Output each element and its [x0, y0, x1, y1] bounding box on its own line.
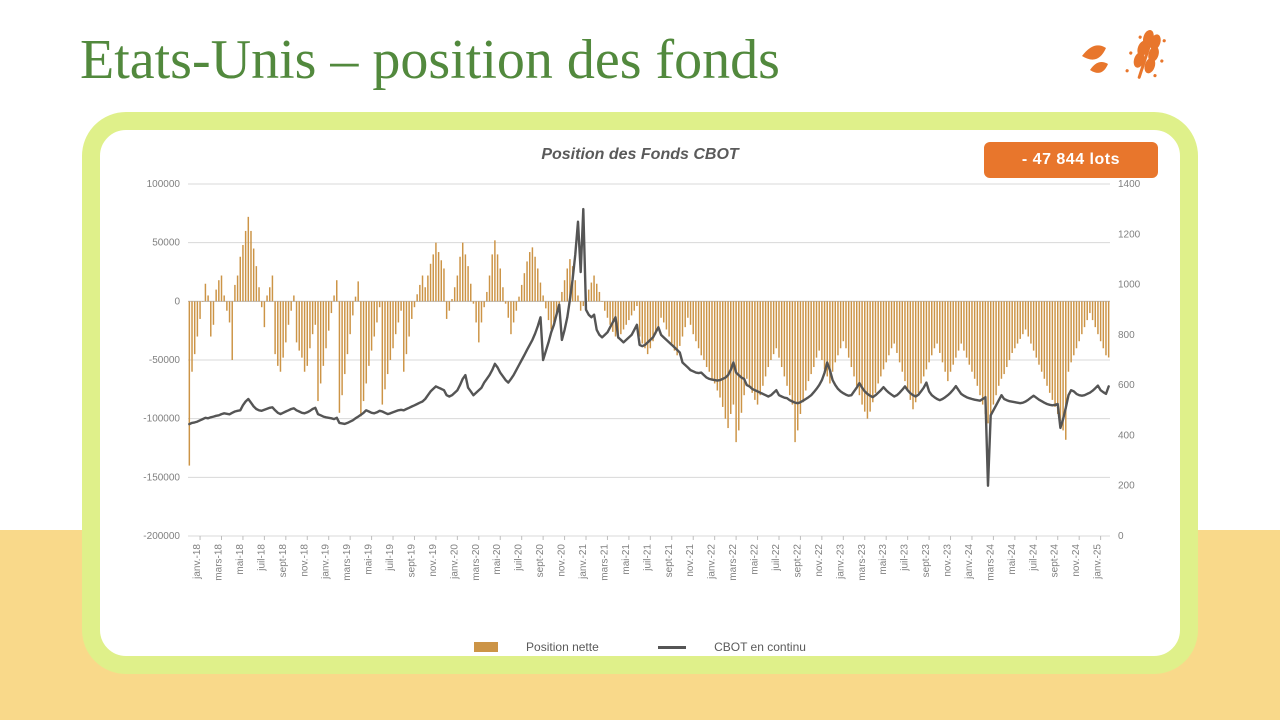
svg-text:1200: 1200: [1118, 229, 1141, 240]
svg-text:50000: 50000: [152, 238, 180, 249]
svg-text:600: 600: [1118, 380, 1135, 391]
svg-text:janv.-25: janv.-25: [1093, 544, 1104, 580]
svg-text:mars-23: mars-23: [857, 544, 868, 581]
svg-text:mars-21: mars-21: [599, 544, 610, 581]
svg-text:juil-20: juil-20: [514, 544, 525, 572]
svg-text:400: 400: [1118, 430, 1135, 441]
svg-text:mai-24: mai-24: [1007, 544, 1018, 575]
svg-text:mars-24: mars-24: [985, 544, 996, 581]
svg-text:juil-24: juil-24: [1028, 544, 1039, 572]
chart-svg: -200000 -150000 -100000 -50000 0 50000 100000 0…: [120, 178, 1160, 618]
svg-text:nov.-20: nov.-20: [557, 544, 568, 577]
svg-text:mars-19: mars-19: [342, 544, 353, 581]
svg-text:sept-19: sept-19: [406, 544, 417, 578]
svg-text:100000: 100000: [147, 179, 181, 190]
svg-text:janv.-24: janv.-24: [964, 544, 975, 580]
svg-text:janv.-18: janv.-18: [192, 544, 203, 580]
value-badge: - 47 844 lots: [984, 142, 1158, 178]
svg-text:mai-19: mai-19: [364, 544, 375, 575]
svg-text:nov.-19: nov.-19: [428, 544, 439, 577]
svg-text:1400: 1400: [1118, 179, 1141, 190]
svg-text:janv.-19: janv.-19: [321, 544, 332, 580]
svg-text:sept-23: sept-23: [921, 544, 932, 578]
svg-text:nov.-21: nov.-21: [685, 544, 696, 577]
svg-text:janv.-22: janv.-22: [707, 544, 718, 580]
svg-text:janv.-23: janv.-23: [835, 544, 846, 580]
svg-text:mai-22: mai-22: [750, 544, 761, 575]
corner-icons: [1076, 28, 1170, 88]
legend-bar: Position nette: [460, 639, 616, 653]
svg-text:0: 0: [174, 296, 180, 307]
svg-text:nov.-24: nov.-24: [1071, 544, 1082, 577]
svg-text:800: 800: [1118, 330, 1135, 341]
svg-text:mars-20: mars-20: [471, 544, 482, 581]
svg-text:nov.-18: nov.-18: [299, 544, 310, 577]
svg-text:1000: 1000: [1118, 280, 1141, 291]
svg-text:janv.-21: janv.-21: [578, 544, 589, 580]
svg-text:-150000: -150000: [143, 472, 180, 483]
svg-text:-100000: -100000: [143, 414, 180, 425]
svg-text:juil-19: juil-19: [385, 544, 396, 572]
svg-text:-50000: -50000: [149, 355, 181, 366]
svg-text:juil-21: juil-21: [642, 544, 653, 572]
chart-area: -200000 -150000 -100000 -50000 0 50000 100000 0…: [120, 178, 1160, 638]
svg-text:juil-18: juil-18: [256, 544, 267, 572]
svg-text:juil-22: juil-22: [771, 544, 782, 572]
svg-text:mars-22: mars-22: [728, 544, 739, 581]
svg-text:0: 0: [1118, 531, 1124, 542]
leaf-icon: [1076, 40, 1112, 76]
svg-text:sept-24: sept-24: [1050, 544, 1061, 578]
svg-text:-200000: -200000: [143, 531, 180, 542]
svg-text:mars-18: mars-18: [214, 544, 225, 581]
wheat-icon: [1122, 28, 1170, 88]
svg-text:sept-20: sept-20: [535, 544, 546, 578]
chart-card: Position des Fonds CBOT - 47 844 lots -2…: [82, 112, 1198, 674]
svg-text:mai-18: mai-18: [235, 544, 246, 575]
page-title: Etats-Unis – position des fonds: [80, 28, 780, 92]
svg-text:mai-20: mai-20: [492, 544, 503, 575]
svg-text:mai-23: mai-23: [878, 544, 889, 575]
svg-text:sept-21: sept-21: [664, 544, 675, 578]
svg-text:sept-18: sept-18: [278, 544, 289, 578]
svg-text:juil-23: juil-23: [900, 544, 911, 572]
chart-legend: Position nette CBOT en continu: [100, 639, 1180, 654]
legend-line: CBOT en continu: [644, 639, 820, 653]
svg-text:janv.-20: janv.-20: [449, 544, 460, 580]
svg-text:200: 200: [1118, 481, 1135, 492]
svg-text:mai-21: mai-21: [621, 544, 632, 575]
svg-text:nov.-22: nov.-22: [814, 544, 825, 577]
svg-text:sept-22: sept-22: [792, 544, 803, 578]
svg-text:nov.-23: nov.-23: [943, 544, 954, 577]
